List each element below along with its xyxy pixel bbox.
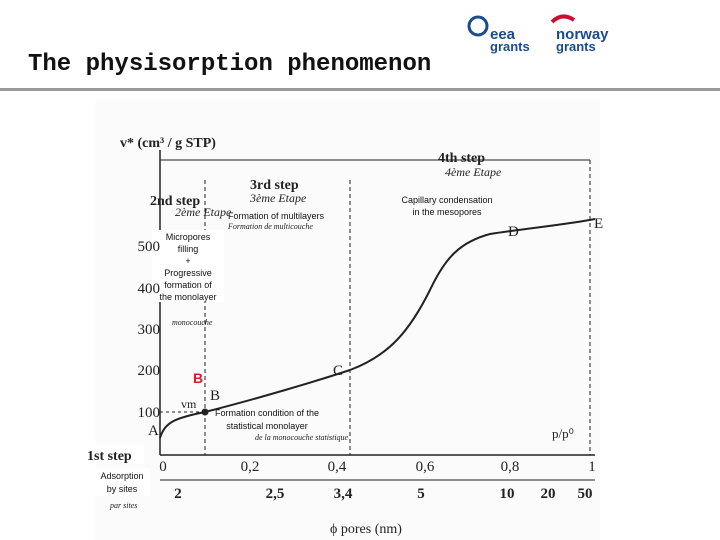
annotation: in the mesopores bbox=[412, 207, 482, 217]
original-label: 4ème Etape bbox=[445, 165, 502, 179]
x-tick-label: 0 bbox=[159, 459, 167, 475]
figure-panel bbox=[95, 100, 600, 540]
label-bg bbox=[152, 230, 224, 302]
step-label: 3rd step bbox=[250, 178, 299, 193]
axis-label: v* (cm³ / g STP) bbox=[120, 136, 216, 151]
original-label: par sites bbox=[109, 501, 137, 510]
x-tick-label: 0,2 bbox=[241, 459, 260, 475]
annotation: + bbox=[185, 256, 190, 266]
annotation: Progressive bbox=[164, 268, 212, 278]
x-tick-label: 0,8 bbox=[501, 459, 520, 475]
annotation: Micropores bbox=[166, 232, 211, 242]
annotation: Adsorption bbox=[100, 471, 143, 481]
point-letter: E bbox=[594, 216, 603, 232]
y-tick-label: 500 bbox=[138, 239, 161, 255]
annotation-b: B bbox=[193, 370, 203, 386]
annotation: by sites bbox=[107, 484, 138, 494]
annotation: Capillary condensation bbox=[401, 195, 492, 205]
x-tick-label: 1 bbox=[588, 459, 596, 475]
logo-text: grants bbox=[556, 39, 596, 54]
point-letter: D bbox=[508, 224, 519, 240]
figure-drawing bbox=[159, 150, 596, 481]
annotation: filling bbox=[178, 244, 199, 254]
pore-tick-label: 10 bbox=[500, 486, 515, 502]
x-tick-label: 0,4 bbox=[328, 459, 347, 475]
original-label: 2ème Etape bbox=[175, 205, 232, 219]
axis-label: p/p⁰ bbox=[552, 426, 574, 441]
point-letter: A bbox=[148, 423, 159, 439]
pore-tick-label: 50 bbox=[578, 486, 593, 502]
point-letter: B bbox=[210, 388, 220, 404]
pore-tick-label: 2 bbox=[174, 486, 182, 502]
y-tick-label: 200 bbox=[138, 363, 161, 379]
annotation: the monolayer bbox=[159, 292, 216, 302]
axis-label: ϕ pores (nm) bbox=[330, 522, 402, 537]
original-label: de la monocouche statistique bbox=[255, 433, 349, 442]
pore-tick-label: 2,5 bbox=[266, 486, 285, 502]
logo-norway: norway grants bbox=[550, 14, 609, 54]
logo-text: norway bbox=[556, 26, 609, 43]
label-bg bbox=[95, 468, 150, 496]
point-letter: C bbox=[333, 363, 343, 379]
pore-tick-label: 20 bbox=[541, 486, 556, 502]
title-rule bbox=[0, 88, 720, 91]
annotation: formation of bbox=[164, 280, 212, 290]
label-bg bbox=[82, 444, 144, 464]
y-tick-label: 100 bbox=[138, 405, 161, 421]
step-label: 4th step bbox=[438, 151, 485, 166]
logo-eea: eea grants bbox=[467, 15, 530, 54]
title: The physisorption phenomenon bbox=[28, 51, 431, 78]
annotation: Formation of multilayers bbox=[228, 211, 325, 221]
y-tick-label: 300 bbox=[138, 322, 161, 338]
logo-text: eea bbox=[490, 26, 516, 43]
pore-tick-label: 5 bbox=[417, 486, 425, 502]
pore-tick-label: 3,4 bbox=[334, 486, 353, 502]
step-label: 2nd step bbox=[150, 194, 200, 209]
annotation: Formation condition of the bbox=[215, 408, 319, 418]
y-tick-label: 400 bbox=[138, 281, 161, 297]
original-label: monocouche bbox=[172, 318, 213, 327]
annotation: statistical monolayer bbox=[226, 421, 308, 431]
step-label: 1st step bbox=[87, 449, 132, 464]
original-label: 3ème Etape bbox=[249, 191, 307, 205]
original-label: Formation de multicouche bbox=[227, 222, 313, 231]
logo-text: grants bbox=[490, 39, 530, 54]
vm-label: vm bbox=[181, 397, 197, 411]
x-tick-label: 0,6 bbox=[416, 459, 435, 475]
